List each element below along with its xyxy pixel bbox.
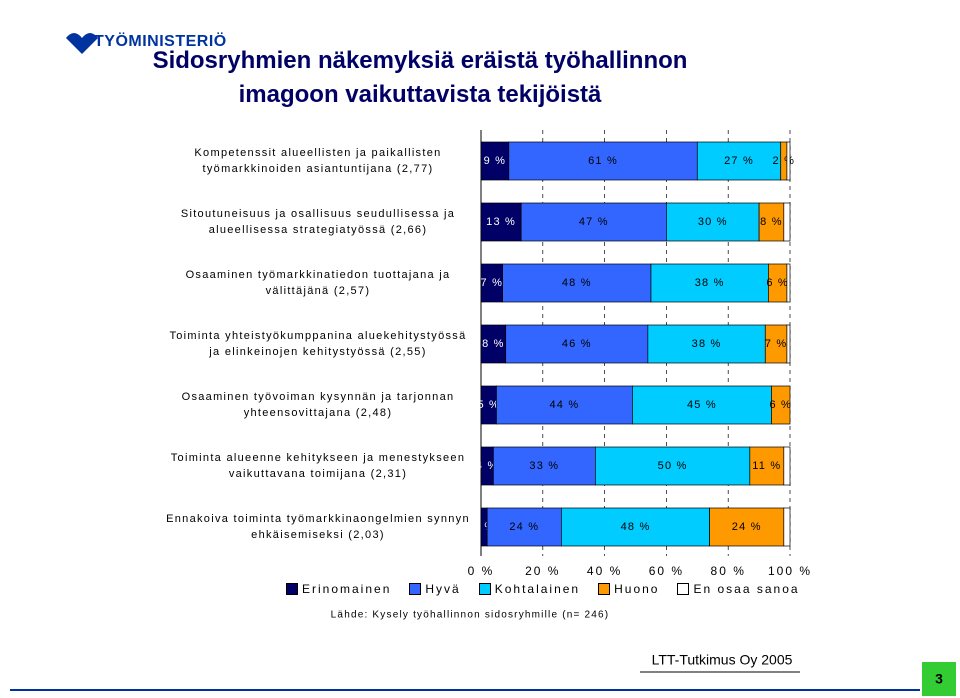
bar-segment (696, 141, 782, 181)
value-label: 4 % (476, 460, 499, 472)
legend: Erinomainen Hyvä Kohtalainen Huono En osaa s… (286, 582, 800, 596)
bar-segment (709, 507, 785, 547)
value-label: 38 % (695, 277, 725, 289)
legend-swatch (409, 583, 422, 595)
value-label: 8 % (482, 338, 505, 350)
bar-segment (647, 324, 766, 364)
value-label: 13 % (486, 216, 516, 228)
category-label: Ennakoiva toiminta työmarkkinaongelmien … (166, 513, 470, 541)
page-box (922, 662, 956, 696)
bar-segment (666, 202, 760, 242)
value-label: 47 % (579, 216, 609, 228)
bar-segment (783, 507, 791, 547)
bar-segment (786, 324, 791, 364)
bar-segment (771, 385, 791, 425)
bar-segment (486, 507, 562, 547)
value-label: 24 % (732, 521, 762, 533)
legend-label: Kohtalainen (494, 582, 581, 596)
bar-segment (480, 202, 522, 242)
legend-swatch (677, 583, 690, 595)
bar-segment (520, 202, 667, 242)
legend-label: Huono (614, 582, 660, 596)
credit: LTT-Tutkimus Oy 2005 (652, 652, 793, 668)
value-label: 7 % (481, 277, 504, 289)
legend-label: Hyvä (425, 582, 461, 596)
value-label: 61 % (588, 155, 618, 167)
value-label: 5 % (477, 399, 500, 411)
value-label: 30 % (698, 216, 728, 228)
x-tick-label: 20 % (525, 564, 560, 578)
x-tick-label: 60 % (649, 564, 684, 578)
value-label: 33 % (529, 460, 559, 472)
value-label: 48 % (562, 277, 592, 289)
value-label: 9 % (484, 155, 507, 167)
bar-segment (493, 446, 596, 486)
value-label: 2 % (773, 155, 796, 167)
value-label: 8 % (760, 216, 783, 228)
bar-segment (786, 141, 791, 181)
value-label: 45 % (687, 399, 717, 411)
logo-mark (66, 33, 98, 54)
category-label: Toiminta alueenne kehitykseen ja menesty… (170, 452, 466, 480)
legend-item: Huono (598, 582, 659, 596)
page-number: 3 (935, 671, 943, 687)
legend-swatch (478, 583, 491, 595)
logo-text: TYÖMINISTERIÖ (94, 31, 227, 50)
value-label: 6 % (769, 399, 792, 411)
value-label: 24 % (509, 521, 539, 533)
legend-item: En osaa sanoa (677, 582, 799, 596)
bar-segment (758, 202, 785, 242)
bar-segment (783, 202, 791, 242)
legend-swatch (286, 583, 298, 595)
value-label: 7 % (765, 338, 788, 350)
category-label: Toiminta yhteistyökumppanina aluekehitys… (169, 330, 467, 358)
x-tick-label: 40 % (587, 564, 622, 578)
legend-item: Erinomainen (286, 582, 391, 596)
category-label: Sitoutuneisuus ja osallisuus seudullises… (180, 208, 456, 236)
bar-segment (560, 507, 711, 547)
value-label: 44 % (549, 399, 579, 411)
legend-swatch (598, 583, 611, 595)
x-tick-label: 0 % (468, 564, 495, 578)
value-label: 38 % (692, 338, 722, 350)
legend-item: Kohtalainen (478, 582, 581, 596)
legend-item: Hyvä (409, 582, 460, 596)
category-label: Osaaminen työvoiman kysynnän ja tarjonna… (181, 391, 455, 419)
bar-segment (783, 446, 791, 486)
bar-segment (786, 263, 791, 303)
category-label: Kompetenssit alueellisten ja paikalliste… (194, 147, 442, 175)
legend-label: En osaa sanoa (693, 582, 800, 596)
value-label: 11 % (752, 460, 781, 472)
value-label: 27 % (724, 155, 754, 167)
value-label: 46 % (562, 338, 592, 350)
bar-segment (480, 141, 510, 181)
source: Lähde: Kysely työhallinnon sidosryhmille… (331, 610, 610, 621)
value-label: 48 % (621, 521, 651, 533)
bar-segment (749, 446, 785, 486)
legend-label: Erinomainen (302, 582, 392, 596)
bar-segment (480, 324, 507, 364)
category-label: Osaaminen työmarkkinatiedon tuottajana j… (185, 269, 451, 297)
bar-segment (650, 263, 769, 303)
bar-segment (502, 263, 652, 303)
x-tick-label: 80 % (711, 564, 746, 578)
value-label: 6 % (766, 277, 789, 289)
value-label: 50 % (658, 460, 688, 472)
bar-segment (505, 324, 649, 364)
bar-segment (632, 385, 772, 425)
x-tick-label: 100 % (768, 564, 812, 578)
bar-segment (508, 141, 698, 181)
bar-segment (594, 446, 751, 486)
chart-title: Sidosryhmien näkemyksiä eräistä työhalli… (152, 47, 688, 108)
